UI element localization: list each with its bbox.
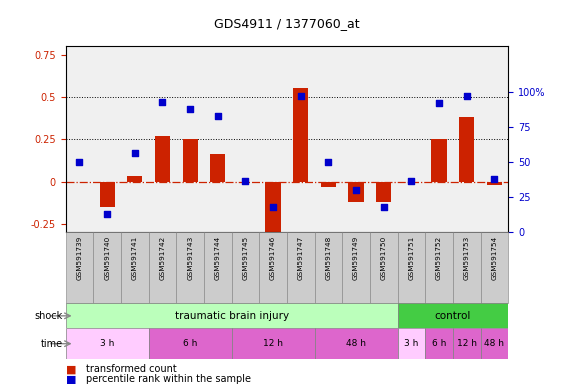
Bar <box>232 232 259 303</box>
Point <box>379 204 388 210</box>
Text: 3 h: 3 h <box>404 339 419 348</box>
Text: ■: ■ <box>66 374 76 384</box>
Text: GSM591742: GSM591742 <box>159 236 166 280</box>
Bar <box>66 328 148 359</box>
Point <box>158 99 167 105</box>
Point <box>268 204 278 210</box>
Text: GSM591749: GSM591749 <box>353 236 359 280</box>
Bar <box>432 139 447 182</box>
Text: ■: ■ <box>66 364 76 374</box>
Bar <box>342 232 370 303</box>
Point <box>213 113 222 119</box>
Text: 48 h: 48 h <box>484 339 504 348</box>
Text: shock: shock <box>35 311 63 321</box>
Bar <box>176 232 204 303</box>
Text: percentile rank within the sample: percentile rank within the sample <box>86 374 251 384</box>
Text: transformed count: transformed count <box>86 364 176 374</box>
Bar <box>425 232 453 303</box>
Bar <box>66 303 397 328</box>
Point <box>75 159 84 166</box>
Bar <box>66 232 93 303</box>
Text: 6 h: 6 h <box>432 339 446 348</box>
Bar <box>232 328 315 359</box>
Bar <box>121 232 148 303</box>
Text: GDS4911 / 1377060_at: GDS4911 / 1377060_at <box>214 17 360 30</box>
Bar <box>397 328 425 359</box>
Bar <box>481 232 508 303</box>
Point <box>462 93 471 99</box>
Text: GSM591741: GSM591741 <box>132 236 138 280</box>
Text: GSM591739: GSM591739 <box>77 236 82 280</box>
Bar <box>210 154 226 182</box>
Bar <box>486 182 502 185</box>
Text: GSM591751: GSM591751 <box>408 236 415 280</box>
Text: GSM591752: GSM591752 <box>436 236 442 280</box>
Text: GSM591750: GSM591750 <box>381 236 387 280</box>
Point <box>186 106 195 112</box>
Bar <box>287 232 315 303</box>
Bar <box>425 328 453 359</box>
Bar <box>376 182 391 202</box>
Text: 12 h: 12 h <box>457 339 477 348</box>
Point <box>296 93 305 99</box>
Bar <box>348 182 364 202</box>
Bar <box>93 232 121 303</box>
Point <box>241 177 250 184</box>
Bar <box>127 177 142 182</box>
Point <box>490 176 499 182</box>
Text: GSM591754: GSM591754 <box>492 236 497 280</box>
Text: GSM591740: GSM591740 <box>104 236 110 280</box>
Bar <box>266 182 281 232</box>
Text: 6 h: 6 h <box>183 339 198 348</box>
Text: control: control <box>435 311 471 321</box>
Bar <box>155 136 170 182</box>
Text: GSM591748: GSM591748 <box>325 236 331 280</box>
Text: 12 h: 12 h <box>263 339 283 348</box>
Point <box>103 211 112 217</box>
Bar <box>259 232 287 303</box>
Text: traumatic brain injury: traumatic brain injury <box>175 311 289 321</box>
Bar <box>293 88 308 182</box>
Bar <box>397 232 425 303</box>
Text: GSM591745: GSM591745 <box>243 236 248 280</box>
Point <box>352 187 361 194</box>
Text: GSM591746: GSM591746 <box>270 236 276 280</box>
Bar <box>370 232 397 303</box>
Bar <box>183 139 198 182</box>
Point <box>324 159 333 166</box>
Text: time: time <box>41 339 63 349</box>
Point <box>130 149 139 156</box>
Text: GSM591753: GSM591753 <box>464 236 470 280</box>
Bar <box>453 232 481 303</box>
Bar <box>99 182 115 207</box>
Bar <box>148 232 176 303</box>
Text: GSM591747: GSM591747 <box>297 236 304 280</box>
Bar <box>321 182 336 187</box>
Bar <box>148 328 232 359</box>
Point <box>407 177 416 184</box>
Bar <box>315 328 397 359</box>
Bar <box>453 328 481 359</box>
Bar <box>459 117 475 182</box>
Bar <box>397 303 508 328</box>
Text: 48 h: 48 h <box>346 339 366 348</box>
Text: 3 h: 3 h <box>100 339 114 348</box>
Bar <box>481 328 508 359</box>
Bar <box>315 232 342 303</box>
Point <box>435 101 444 107</box>
Text: GSM591744: GSM591744 <box>215 236 221 280</box>
Text: GSM591743: GSM591743 <box>187 236 193 280</box>
Bar <box>204 232 232 303</box>
